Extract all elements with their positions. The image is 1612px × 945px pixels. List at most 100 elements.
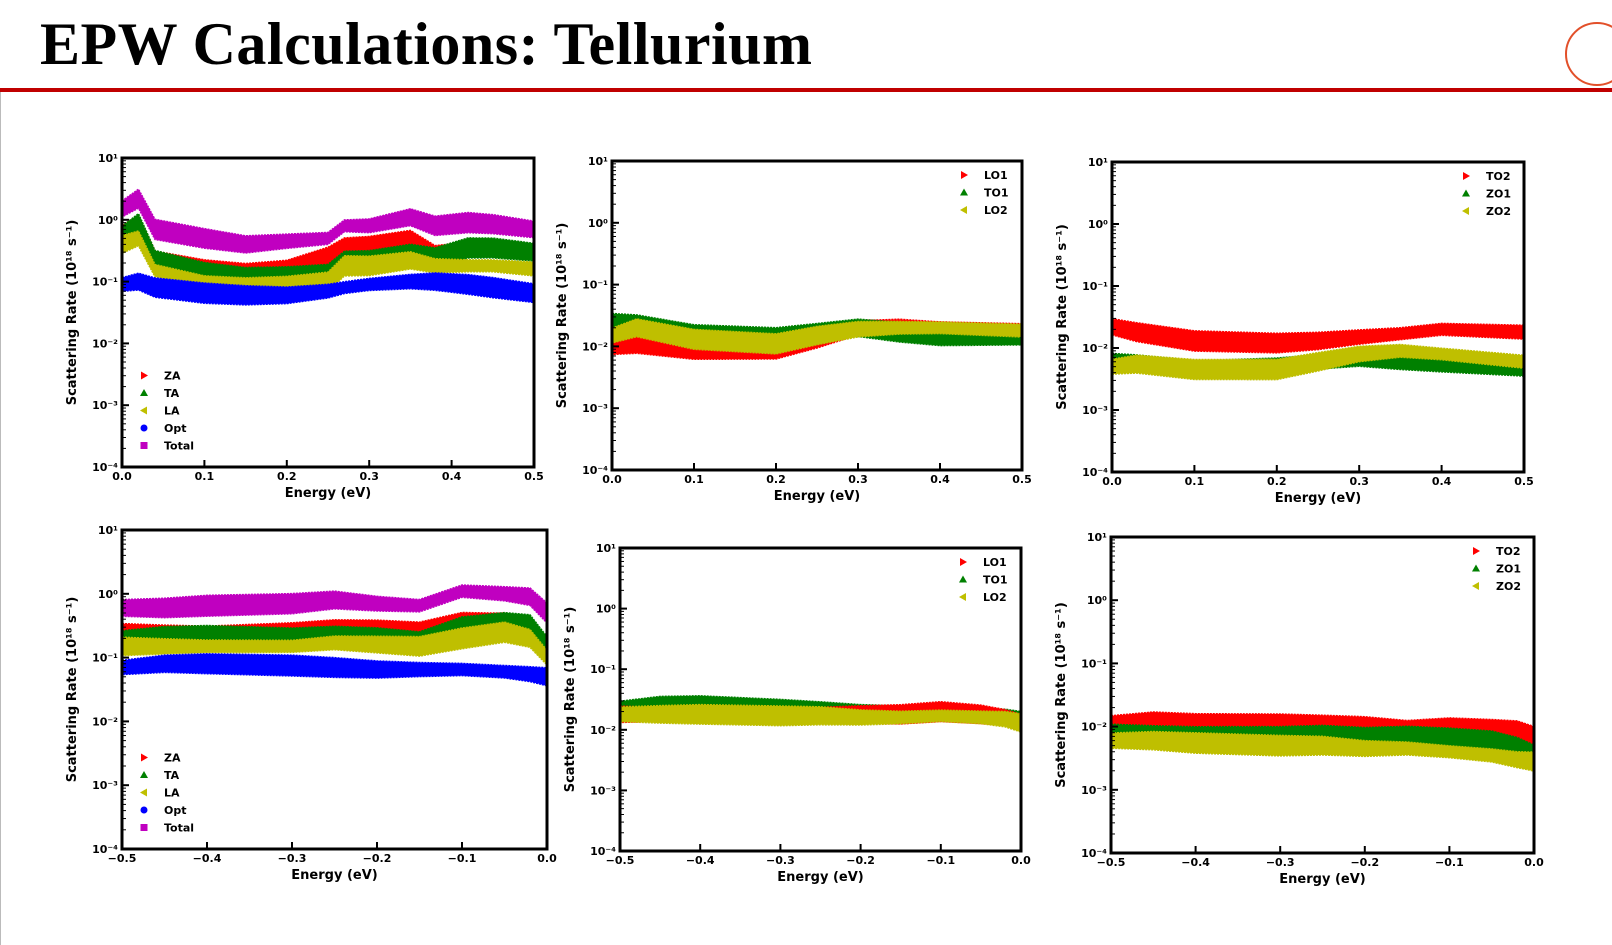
legend-label: ZA <box>164 752 181 765</box>
series-bands <box>122 188 534 306</box>
y-tick-label: 10⁻¹ <box>92 652 118 665</box>
y-tick-label: 10⁻² <box>92 337 118 350</box>
x-axis-label: Energy (eV) <box>774 489 860 504</box>
y-tick-label: 10⁰ <box>1088 218 1108 231</box>
x-tick-label: 0.0 <box>1011 854 1031 867</box>
x-axis-label: Energy (eV) <box>285 486 371 501</box>
legend-label: TO1 <box>983 574 1008 587</box>
y-tick-label: 10⁻⁴ <box>582 464 608 477</box>
legend-label: Opt <box>164 422 186 435</box>
circle-marker-icon <box>140 806 148 814</box>
legend-label: LO1 <box>983 556 1007 569</box>
x-tick-label: 0.0 <box>602 473 622 486</box>
legend-label: TO2 <box>1486 170 1511 183</box>
square-marker-icon <box>140 442 148 449</box>
x-tick-label: 0.2 <box>277 470 297 483</box>
y-tick-label: 10⁻² <box>582 340 608 353</box>
y-axis-label: Scattering Rate (10¹⁸ s⁻¹) <box>65 597 80 783</box>
x-tick-label: 0.0 <box>537 852 557 865</box>
x-tick-label: 0.4 <box>442 470 462 483</box>
y-tick-label: 10⁻³ <box>590 784 616 797</box>
x-tick-label: −0.3 <box>766 854 795 867</box>
y-tick-label: 10¹ <box>98 152 118 165</box>
plot-frame <box>618 546 1023 853</box>
y-axis-label: Scattering Rate (10¹⁸ s⁻¹) <box>563 607 578 793</box>
plot-frame <box>610 159 1024 472</box>
x-tick-label: −0.4 <box>686 854 715 867</box>
y-tick-label: 10⁻⁴ <box>1081 847 1107 860</box>
y-tick-label: 10¹ <box>98 524 118 537</box>
y-tick-label: 10⁻¹ <box>1082 280 1108 293</box>
x-tick-label: −0.1 <box>1435 856 1464 869</box>
slide-title: EPW Calculations: Tellurium <box>40 11 813 77</box>
series-band-opt <box>122 653 547 687</box>
legend-label: LA <box>164 405 180 418</box>
y-tick-label: 10⁻² <box>590 724 616 737</box>
triangle-up-marker-icon <box>1462 189 1470 197</box>
x-tick-label: 0.2 <box>1267 475 1287 488</box>
legend-label: ZO1 <box>1496 563 1521 576</box>
x-tick-label: 0.0 <box>112 470 132 483</box>
legend: TO2 ZO1 ZO2 <box>1462 170 1511 218</box>
plot-frame <box>120 528 549 851</box>
x-tick-label: −0.1 <box>926 854 955 867</box>
chart-5: 10⁻⁴ 10⁻³ 10⁻² 10⁻¹ 10⁰ 10¹ −0.5 −0.4 −0.3 −0.2 −0… <box>563 542 1031 885</box>
x-tick-label: 0.1 <box>684 473 704 486</box>
triangle-left-marker-icon <box>140 788 147 797</box>
y-tick-label: 10⁻⁴ <box>590 845 616 858</box>
x-tick-label: −0.5 <box>606 854 635 867</box>
triangle-left-marker-icon <box>1472 582 1479 590</box>
logo-icon <box>1565 22 1612 86</box>
legend-label: LO1 <box>984 169 1008 182</box>
y-tick-label: 10⁻¹ <box>1081 657 1107 670</box>
series-bands <box>620 695 1021 733</box>
legend-label: LO2 <box>984 204 1008 217</box>
legend: LO1 TO1 LO2 <box>960 169 1009 217</box>
x-tick-label: −0.1 <box>448 852 477 865</box>
chart-4: 10⁻⁴ 10⁻³ 10⁻² 10⁻¹ 10⁰ 10¹ −0.5 −0.4 −0.3 −0.2 −0… <box>65 524 557 883</box>
x-tick-label: −0.4 <box>193 852 222 865</box>
x-tick-label: 0.5 <box>1514 475 1534 488</box>
x-tick-label: −0.5 <box>1097 856 1126 869</box>
series-band-opt <box>122 272 534 306</box>
y-tick-label: 10⁻² <box>1081 721 1107 734</box>
x-tick-label: −0.2 <box>363 852 392 865</box>
series-band-lo2 <box>620 703 1021 733</box>
y-tick-label: 10⁰ <box>98 214 118 227</box>
legend-label: Opt <box>164 804 186 817</box>
triangle-up-marker-icon <box>140 389 148 396</box>
plot-frame <box>120 156 536 469</box>
triangle-up-marker-icon <box>959 575 967 583</box>
slide-left-border <box>0 92 1 945</box>
x-tick-label: 0.2 <box>766 473 786 486</box>
title-divider <box>0 88 1612 92</box>
y-axis-label: Scattering Rate (10¹⁸ s⁻¹) <box>65 220 80 406</box>
legend-label: TO2 <box>1496 545 1521 558</box>
triangle-right-marker-icon <box>141 371 148 380</box>
y-tick-label: 10⁻³ <box>92 779 118 792</box>
x-tick-label: −0.2 <box>846 854 875 867</box>
y-tick-label: 10⁻² <box>1082 342 1108 355</box>
x-tick-label: −0.2 <box>1350 856 1379 869</box>
x-tick-label: 0.0 <box>1524 856 1544 869</box>
legend-label: TA <box>164 387 180 400</box>
x-axis-label: Energy (eV) <box>777 870 863 885</box>
series-band-zo2 <box>1112 343 1524 381</box>
chart-2: 10⁻⁴ 10⁻³ 10⁻² 10⁻¹ 10⁰ 10¹ 0.0 0.1 0.2 0.3 0.4 0.5… <box>555 155 1032 504</box>
legend-label: ZO2 <box>1496 580 1521 593</box>
series-bands <box>1112 317 1524 381</box>
series-band-za <box>122 214 534 279</box>
y-tick-label: 10¹ <box>596 542 616 555</box>
series-bands <box>1111 711 1534 772</box>
y-tick-label: 10⁻³ <box>1082 404 1108 417</box>
x-tick-label: 0.4 <box>930 473 950 486</box>
x-tick-label: 0.4 <box>1432 475 1452 488</box>
x-tick-label: 0.3 <box>359 470 379 483</box>
y-tick-label: 10⁻³ <box>92 399 118 412</box>
series-band-lo2 <box>612 318 1022 355</box>
x-tick-label: −0.3 <box>1266 856 1295 869</box>
chart-6: 10⁻⁴ 10⁻³ 10⁻² 10⁻¹ 10⁰ 10¹ −0.5 −0.4 −0.3 −0.2 −0… <box>1054 531 1544 887</box>
triangle-right-marker-icon <box>961 171 968 179</box>
x-tick-label: 0.3 <box>848 473 868 486</box>
